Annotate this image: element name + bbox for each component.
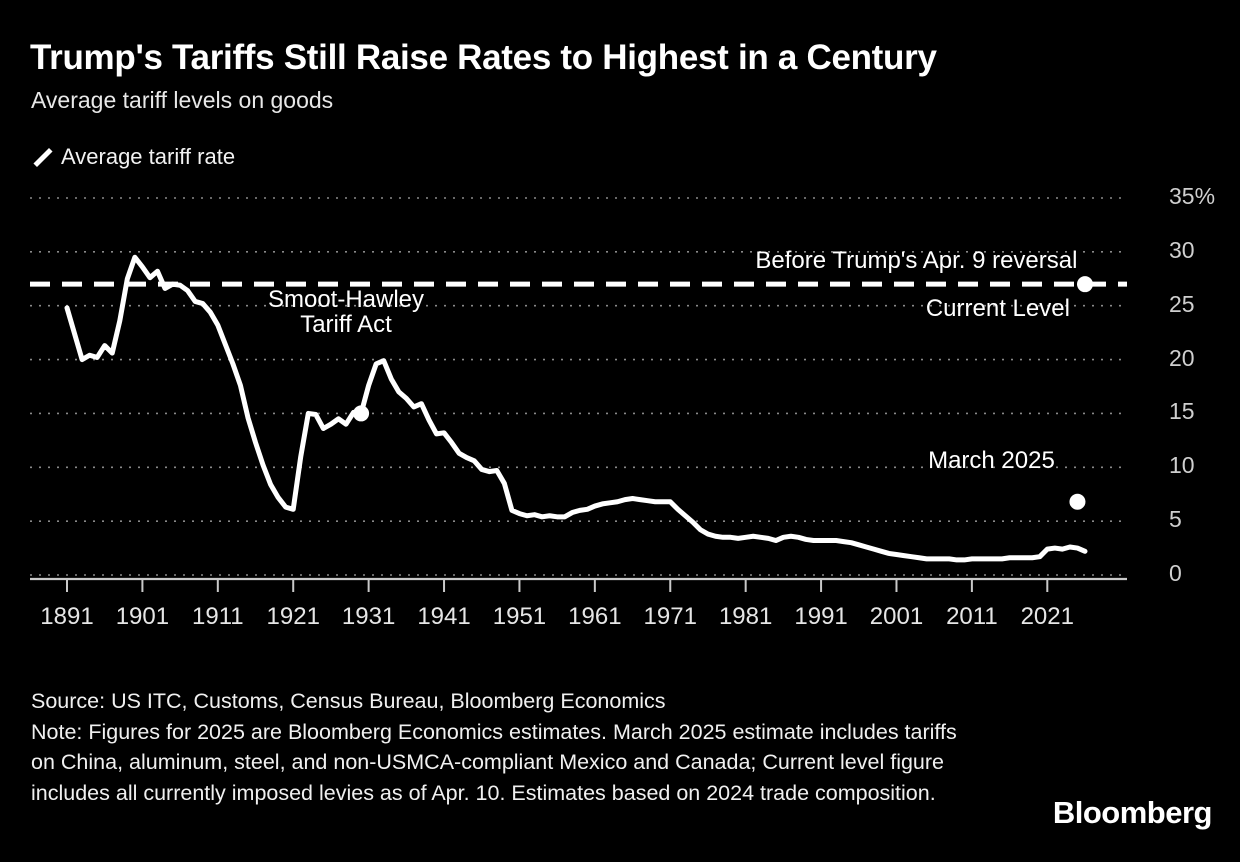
y-axis-tick-label: 30: [1169, 236, 1195, 263]
series-line-average-tariff-rate: [64, 254, 1088, 563]
x-axis-tick-label: 1941: [417, 603, 471, 630]
x-axis-tick-label: 1991: [794, 603, 848, 630]
footer-source: Source: US ITC, Customs, Census Bureau, …: [31, 689, 666, 713]
y-axis-tick-label: 0: [1169, 560, 1182, 586]
bloomberg-logo: Bloomberg: [1052, 795, 1213, 830]
x-axis-tick-label: 1891: [40, 603, 94, 630]
x-axis-tick-label: 2021: [1020, 603, 1074, 630]
chart-annotation: March 2025: [928, 446, 1055, 474]
legend-item-label: Average tariff rate: [61, 144, 236, 169]
x-axis-tick-label: 2001: [869, 603, 924, 630]
data-point-marker: [1077, 276, 1093, 293]
x-axis-tick-label: 1951: [492, 603, 547, 630]
x-axis-tick-label: 1901: [115, 603, 170, 630]
x-axis-tick-label: 1931: [341, 603, 396, 630]
chart-legend: Average tariff rate: [30, 143, 235, 171]
x-axis-tick-label: 2011: [946, 603, 998, 630]
y-axis-tick-label: 15: [1169, 398, 1195, 425]
page-title: Trump's Tariffs Still Raise Rates to Hig…: [30, 38, 937, 77]
x-axis-tick-label: 1961: [568, 603, 622, 630]
y-axis-tick-label: 35%: [1169, 183, 1216, 209]
chart-footer: Source: US ITC, Customs, Census Bureau, …: [31, 686, 971, 808]
y-axis-tick-label: 10: [1169, 452, 1195, 479]
chart-annotation: Before Trump's Apr. 9 reversal: [755, 246, 1078, 274]
y-axis-tick-label: 20: [1169, 344, 1195, 371]
x-axis-tick-label: 1981: [718, 603, 773, 630]
y-axis-tick-label: 5: [1169, 506, 1182, 533]
y-axis-tick-label: 25: [1169, 290, 1195, 317]
data-point-marker: [1069, 493, 1086, 510]
page-subtitle: Average tariff levels on goods: [31, 87, 334, 113]
footer-note: Note: Figures for 2025 are Bloomberg Eco…: [31, 719, 957, 805]
chart-annotation: Smoot-Hawley: [267, 286, 425, 314]
chart-annotation: Current Level: [925, 295, 1070, 323]
x-axis-tick-label: 1921: [266, 603, 320, 630]
x-axis-tick-label: 1971: [643, 603, 697, 630]
chart-annotation: Tariff Act: [300, 311, 392, 339]
data-point-marker: [353, 405, 370, 422]
x-axis-tick-label: 1911: [192, 603, 244, 630]
